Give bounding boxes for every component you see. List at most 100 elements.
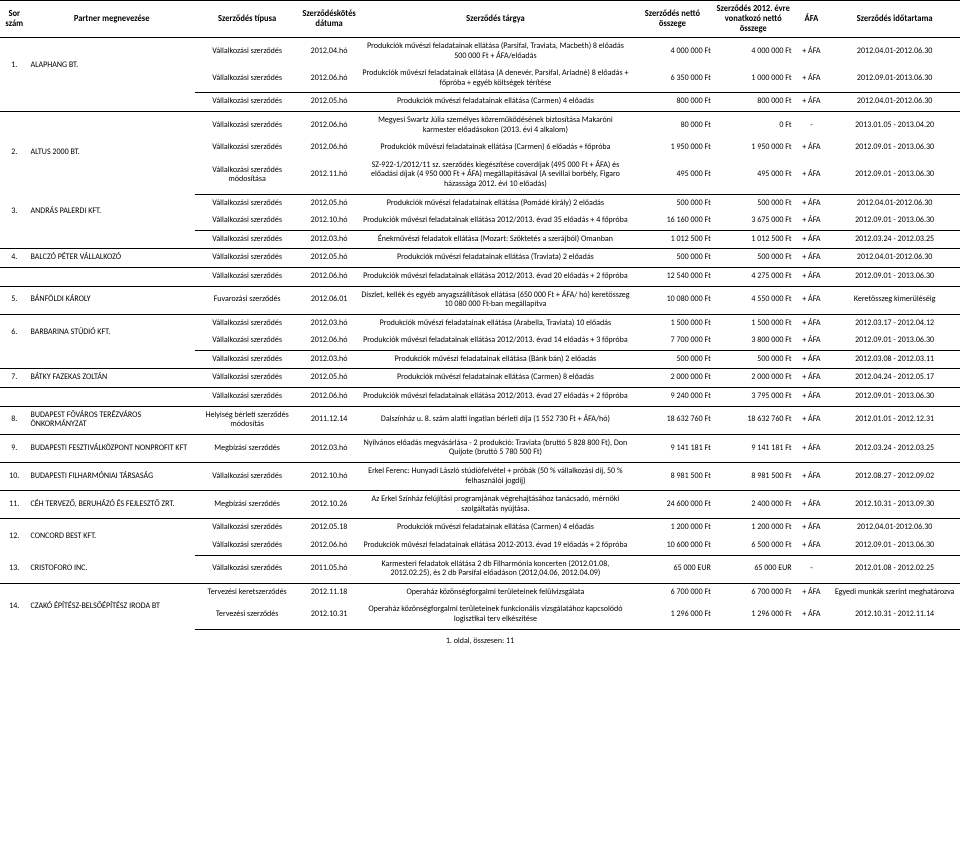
cell-sor: 2. — [0, 111, 29, 194]
cell-ido: Egyedi munkák szerint meghatározva — [829, 583, 960, 601]
cell-sor: 3. — [0, 194, 29, 230]
cell-targy: SZ-922-1/2012/11 sz. szerződés kiegészít… — [359, 157, 632, 194]
cell-tipus: Vállalkozási szerződés — [195, 38, 300, 66]
cell-netto: 24 600 000 Ft — [632, 491, 713, 519]
table-row: 3.ANDRÁS PALERDI KFT.Vállalkozási szerző… — [0, 194, 960, 212]
cell-afa: + ÁFA — [794, 350, 830, 369]
cell-sor — [0, 93, 29, 112]
cell-ido: 2012.01.01 - 2012.12.31 — [829, 406, 960, 434]
cell-partner: CÉH TERVEZŐ, BERUHÁZÓ ÉS FEJLESZTŐ ZRT. — [29, 491, 195, 519]
table-header: Sor szám Partner megnevezése Szerződés t… — [0, 1, 960, 38]
cell-tipus: Vállalkozási szerződés — [195, 555, 300, 583]
cell-netto: 800 000 Ft — [632, 93, 713, 112]
cell-partner — [29, 267, 195, 286]
cell-ido: 2012.04.01-2012.06.30 — [829, 249, 960, 268]
cell-partner: CRISTOFORO INC. — [29, 555, 195, 583]
cell-sor: 11. — [0, 491, 29, 519]
cell-targy: Produkciók művészi feladatainak ellátása… — [359, 139, 632, 157]
table-row: 10.BUDAPESTI FILHARMÓNIAI TÁRSASÁGVállal… — [0, 463, 960, 491]
cell-afa: + ÁFA — [794, 194, 830, 212]
cell-datum: 2012.05.18 — [299, 519, 358, 537]
cell-tipus: Vállalkozási szerződés — [195, 350, 300, 369]
cell-evre: 495 000 Ft — [713, 157, 794, 194]
cell-targy: Produkciók művészi feladatainak ellátása… — [359, 519, 632, 537]
cell-afa: + ÁFA — [794, 369, 830, 388]
cell-netto: 2 000 000 Ft — [632, 369, 713, 388]
cell-datum: 2012.05.hó — [299, 369, 358, 388]
cell-datum: 2012.06.hó — [299, 139, 358, 157]
cell-netto: 12 540 000 Ft — [632, 267, 713, 286]
table-row: Vállalkozási szerződés2012.03.hóProdukci… — [0, 350, 960, 369]
cell-netto: 500 000 Ft — [632, 194, 713, 212]
cell-sor: 12. — [0, 519, 29, 555]
cell-targy: Operaház közönségforgalmi területeinek f… — [359, 601, 632, 629]
table-row: 2.ALTUS 2000 BT.Vállalkozási szerződés20… — [0, 111, 960, 139]
cell-tipus: Vállalkozási szerződés — [195, 194, 300, 212]
cell-afa: + ÁFA — [794, 38, 830, 66]
cell-partner: BUDAPESTI FESZTIVÁLKÖZPONT NONPROFIT KFT — [29, 434, 195, 462]
cell-netto: 80 000 Ft — [632, 111, 713, 139]
cell-evre: 6 500 000 Ft — [713, 537, 794, 555]
cell-sor: 1. — [0, 38, 29, 93]
cell-ido: 2012.01.08 - 2012.02.25 — [829, 555, 960, 583]
cell-partner: CZAKÓ ÉPÍTÉSZ-BELSŐÉPÍTÉSZ IRODA BT — [29, 583, 195, 629]
cell-ido: 2012.09.01 - 2013.06.30 — [829, 332, 960, 350]
cell-ido: 2012.04.01-2012.06.30 — [829, 194, 960, 212]
cell-tipus: Vállalkozási szerződés — [195, 267, 300, 286]
cell-afa: + ÁFA — [794, 267, 830, 286]
cell-netto: 495 000 Ft — [632, 157, 713, 194]
cell-ido: 2012.09.01 - 2013.06.30 — [829, 537, 960, 555]
cell-evre: 1 296 000 Ft — [713, 601, 794, 629]
cell-evre: 500 000 Ft — [713, 249, 794, 268]
cell-sor: 13. — [0, 555, 29, 583]
cell-evre: 1 500 000 Ft — [713, 314, 794, 332]
cell-ido: 2012.04.01-2012.06.30 — [829, 38, 960, 66]
cell-targy: Produkciók művészi feladatainak ellátása… — [359, 332, 632, 350]
cell-ido: 2012.09.01 - 2013.06.30 — [829, 157, 960, 194]
cell-netto: 65 000 EUR — [632, 555, 713, 583]
cell-evre: 1 000 000 Ft — [713, 65, 794, 93]
table-row: 14.CZAKÓ ÉPÍTÉSZ-BELSŐÉPÍTÉSZ IRODA BTTe… — [0, 583, 960, 601]
cell-afa: + ÁFA — [794, 332, 830, 350]
cell-evre: 500 000 Ft — [713, 194, 794, 212]
cell-ido: 2012.10.31 - 2013.09.30 — [829, 491, 960, 519]
cell-evre: 1 012 500 Ft — [713, 230, 794, 249]
cell-evre: 65 000 EUR — [713, 555, 794, 583]
cell-sor: 8. — [0, 406, 29, 434]
cell-sor — [0, 230, 29, 249]
cell-netto: 1 500 000 Ft — [632, 314, 713, 332]
cell-evre: 2 400 000 Ft — [713, 491, 794, 519]
cell-afa: + ÁFA — [794, 249, 830, 268]
cell-evre: 8 981 500 Ft — [713, 463, 794, 491]
cell-netto: 18 632 760 Ft — [632, 406, 713, 434]
cell-targy: Produkciók művészi feladatainak ellátása… — [359, 249, 632, 268]
cell-ido: 2012.03.08 - 2012.03.11 — [829, 350, 960, 369]
cell-targy: Énekművészi feladatok ellátása (Mozart: … — [359, 230, 632, 249]
cell-netto: 10 080 000 Ft — [632, 286, 713, 314]
cell-evre: 4 550 000 Ft — [713, 286, 794, 314]
table-row: 7.BÁTKY FAZEKAS ZOLTÁNVállalkozási szerz… — [0, 369, 960, 388]
cell-afa: + ÁFA — [794, 157, 830, 194]
cell-afa: + ÁFA — [794, 537, 830, 555]
cell-datum: 2012.03.hó — [299, 314, 358, 332]
cell-datum: 2012.03.hó — [299, 350, 358, 369]
header-targy: Szerződés tárgya — [359, 1, 632, 38]
cell-tipus: Vállalkozási szerződés — [195, 537, 300, 555]
cell-targy: Produkciók művészi feladatainak ellátása… — [359, 65, 632, 93]
cell-datum: 2012.03.hó — [299, 434, 358, 462]
cell-targy: Produkciók művészi feladatainak ellátása… — [359, 93, 632, 112]
cell-afa: + ÁFA — [794, 519, 830, 537]
cell-datum: 2012.10.31 — [299, 601, 358, 629]
cell-afa: + ÁFA — [794, 491, 830, 519]
cell-sor: 10. — [0, 463, 29, 491]
cell-targy: Produkciók művészi feladatainak ellátása… — [359, 212, 632, 230]
cell-netto: 1 012 500 Ft — [632, 230, 713, 249]
cell-evre: 2 000 000 Ft — [713, 369, 794, 388]
table-row: 5.BÁNFÖLDI KÁROLYFuvarozási szerződés201… — [0, 286, 960, 314]
cell-targy: Erkel Ferenc: Hunyadi László stúdiófelvé… — [359, 463, 632, 491]
cell-evre: 4 000 000 Ft — [713, 38, 794, 66]
cell-netto: 500 000 Ft — [632, 350, 713, 369]
cell-sor — [0, 267, 29, 286]
cell-tipus: Vállalkozási szerződés — [195, 388, 300, 407]
cell-tipus: Vállalkozási szerződés — [195, 212, 300, 230]
